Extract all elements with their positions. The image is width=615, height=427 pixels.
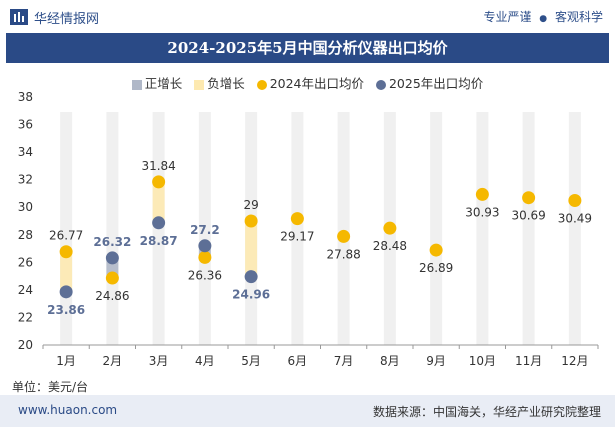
point-2024	[522, 191, 536, 205]
label-2024: 26.77	[49, 229, 83, 243]
label-2024: 29.17	[280, 230, 314, 244]
y-tick-label: 34	[18, 145, 33, 159]
label-2025: 27.2	[190, 223, 220, 237]
tagline-right: 客观科学	[554, 10, 603, 24]
chart-area: 20 22 24 26 28 30 32 34 36 38 1月 2月 3月 4月 5月 6月 7月 8月 9月 10…	[18, 92, 599, 368]
legend-pos-label: 正增长	[144, 76, 183, 91]
point-2024	[105, 271, 119, 285]
column-band	[476, 112, 489, 345]
x-tick-label: 10月	[469, 354, 496, 368]
point-2025	[198, 239, 212, 253]
point-2025	[244, 270, 258, 284]
label-2025: 26.32	[93, 235, 131, 249]
point-2024	[568, 193, 582, 207]
data-source: 数据来源：中国海关，华经产业研究院整理	[372, 405, 601, 419]
negative-change-bar	[60, 251, 73, 292]
y-tick-label: 38	[18, 92, 33, 104]
x-tick-label: 6月	[288, 354, 308, 368]
site-link[interactable]: www.huaon.com	[18, 403, 118, 417]
logo-icon	[10, 9, 28, 25]
label-2024: 24.86	[95, 289, 129, 303]
point-2024	[152, 175, 166, 189]
x-tick-label: 4月	[195, 354, 215, 368]
point-2024	[383, 221, 397, 235]
column-band	[568, 112, 581, 345]
label-2024: 30.69	[511, 209, 545, 223]
footer: www.huaon.com 数据来源：中国海关，华经产业研究院整理	[0, 395, 615, 427]
legend-2024-label: 2024年出口均价	[269, 76, 364, 91]
label-2024: 30.93	[465, 205, 499, 219]
label-2025: 23.86	[47, 303, 85, 317]
label-2024: 31.84	[141, 159, 175, 173]
x-tick-label: 7月	[334, 354, 354, 368]
x-tick-label: 1月	[56, 354, 76, 368]
tagline-left: 专业严谨	[483, 10, 532, 24]
y-tick-label: 32	[18, 173, 33, 187]
chart-title: 2024-2025年5月中国分析仪器出口均价	[6, 33, 609, 63]
column-band	[430, 112, 443, 345]
chart-legend: 正增长 负增长 2024年出口均价 2025年出口均价	[0, 73, 615, 93]
label-2025: 24.96	[232, 288, 270, 302]
legend-pos: 正增长	[131, 73, 183, 92]
point-2025	[59, 285, 73, 299]
point-2025	[152, 216, 166, 230]
legend-neg-label: 负增长	[207, 76, 245, 91]
negative-change-bar	[245, 221, 258, 277]
label-2024: 30.49	[558, 211, 592, 225]
point-2024	[290, 212, 304, 226]
legend-2025-swatch	[375, 79, 386, 90]
x-tick-label: 11月	[515, 354, 542, 368]
tagline: 专业严谨 ● 客观科学	[483, 8, 603, 25]
column-band	[198, 112, 211, 345]
unit-label: 单位：美元/台	[12, 380, 89, 394]
point-2024	[59, 245, 73, 259]
y-tick-label: 20	[18, 338, 33, 352]
y-tick-label: 22	[18, 310, 33, 324]
legend-2025-label: 2025年出口均价	[388, 76, 484, 91]
column-band	[522, 112, 535, 345]
legend-neg: 负增长	[194, 73, 245, 92]
x-tick-label: 8月	[380, 354, 400, 368]
column-band	[337, 112, 350, 345]
point-2025	[105, 251, 119, 265]
y-tick-label: 24	[18, 283, 33, 297]
legend-2024: 2024年出口均价	[256, 73, 364, 92]
legend-pos-swatch	[131, 79, 142, 90]
legend-2024-swatch	[256, 79, 267, 90]
x-tick-label: 5月	[241, 354, 261, 368]
label-2024: 27.88	[326, 247, 360, 261]
top-bar: 华经情报网 专业严谨 ● 客观科学	[0, 0, 615, 34]
x-tick-label: 9月	[426, 354, 446, 368]
point-2024	[337, 229, 351, 243]
label-2025: 28.87	[140, 234, 178, 248]
y-tick-label: 36	[18, 118, 33, 132]
negative-change-bar	[152, 181, 165, 223]
label-2024: 26.36	[188, 268, 222, 282]
y-tick-label: 30	[18, 200, 33, 214]
legend-neg-swatch	[194, 79, 205, 90]
point-2024	[475, 187, 489, 201]
x-tick-label: 3月	[149, 354, 169, 368]
label-2024: 26.89	[419, 261, 453, 275]
column-band	[291, 112, 304, 345]
y-tick-label: 26	[18, 255, 33, 269]
y-tick-label: 28	[18, 228, 33, 242]
legend-2025: 2025年出口均价	[375, 73, 484, 92]
label-2024: 28.48	[373, 239, 407, 253]
point-2024	[429, 243, 443, 257]
label-2024: 29	[243, 198, 258, 212]
point-2024	[198, 250, 212, 264]
column-band	[106, 112, 119, 345]
tagline-sep: ●	[539, 14, 548, 24]
point-2024	[244, 214, 258, 228]
x-tick-label: 12月	[561, 354, 588, 368]
x-tick-label: 2月	[103, 354, 123, 368]
brand-name: 华经情报网	[34, 12, 100, 27]
